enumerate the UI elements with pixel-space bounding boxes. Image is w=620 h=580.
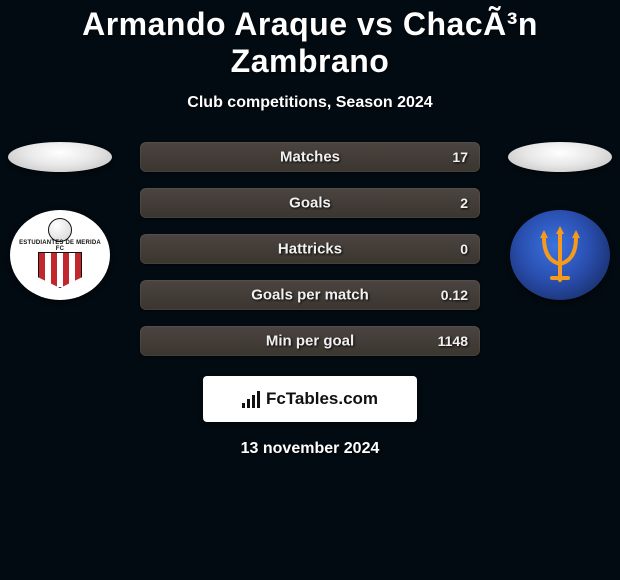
stat-value-right: 0 (460, 241, 468, 257)
stat-label: Matches (280, 149, 340, 166)
stat-label: Hattricks (278, 241, 342, 258)
stat-row: Min per goal 1148 (140, 326, 480, 356)
comparison-panel: ESTUDIANTES DE MERIDA FC (0, 142, 620, 458)
stats-list: Matches 17 Goals 2 Hattricks 0 Goals per match… (140, 142, 480, 356)
stat-row: Hattricks 0 (140, 234, 480, 264)
shield-stripes-icon (38, 252, 82, 288)
stat-row: Goals 2 (140, 188, 480, 218)
stat-value-right: 0.12 (441, 287, 468, 303)
player-left-column: ESTUDIANTES DE MERIDA FC (0, 142, 120, 300)
trident-icon (530, 220, 590, 290)
stat-row: Matches 17 (140, 142, 480, 172)
stat-value-right: 17 (452, 149, 468, 165)
player-left-avatar (8, 142, 112, 172)
club-badge-left-art: ESTUDIANTES DE MERIDA FC (18, 216, 102, 294)
stat-value-right: 2 (460, 195, 468, 211)
date-line: 13 november 2024 (0, 440, 620, 458)
club-left-name: ESTUDIANTES DE MERIDA FC (18, 240, 102, 252)
stat-label: Goals (289, 195, 331, 212)
stat-value-right: 1148 (438, 333, 468, 349)
brand-bars-icon (242, 390, 260, 408)
club-badge-left: ESTUDIANTES DE MERIDA FC (10, 210, 110, 300)
subtitle: Club competitions, Season 2024 (0, 94, 620, 112)
player-right-avatar (508, 142, 612, 172)
stat-label: Min per goal (266, 333, 354, 350)
club-badge-right (510, 210, 610, 300)
soccer-ball-icon (48, 218, 72, 242)
brand-text-value: FcTables.com (266, 389, 378, 409)
page-title: Armando Araque vs ChacÃ³n Zambrano (0, 0, 620, 80)
stat-row: Goals per match 0.12 (140, 280, 480, 310)
stat-label: Goals per match (251, 287, 369, 304)
brand-label: FcTables.com (242, 389, 378, 409)
brand-box[interactable]: FcTables.com (203, 376, 417, 422)
player-right-column (500, 142, 620, 300)
